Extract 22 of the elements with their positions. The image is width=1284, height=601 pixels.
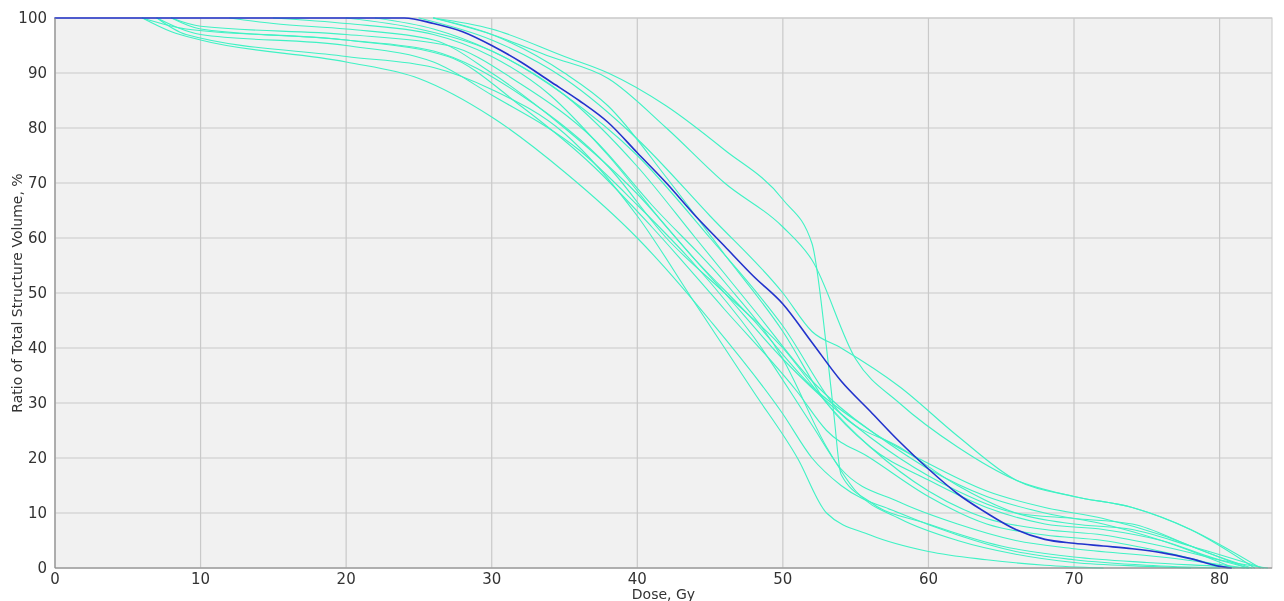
x-tick-label: 60: [918, 570, 938, 588]
x-tick-label: 20: [336, 570, 356, 588]
y-tick-label: 100: [18, 9, 47, 27]
x-axis-title: Dose, Gy: [631, 586, 696, 601]
y-tick-label: 50: [27, 284, 47, 302]
y-tick-label: 70: [27, 174, 47, 192]
x-tick-label: 80: [1210, 570, 1230, 588]
x-tick-label: 40: [627, 570, 647, 588]
y-tick-label: 60: [27, 229, 47, 247]
y-tick-label: 40: [27, 339, 47, 357]
y-tick-label: 20: [27, 449, 47, 467]
y-tick-label: 90: [27, 64, 47, 82]
x-tick-label: 70: [1064, 570, 1084, 588]
x-tick-label: 30: [482, 570, 502, 588]
y-tick-label: 30: [27, 394, 47, 412]
x-tick-label: 50: [773, 570, 793, 588]
x-tick-label: 10: [191, 570, 211, 588]
y-tick-label: 0: [37, 559, 47, 577]
y-axis-title: Ratio of Total Structure Volume, %: [9, 173, 25, 413]
x-tick-label: 0: [50, 570, 60, 588]
y-tick-label: 10: [27, 504, 47, 522]
y-tick-label: 80: [27, 119, 47, 137]
